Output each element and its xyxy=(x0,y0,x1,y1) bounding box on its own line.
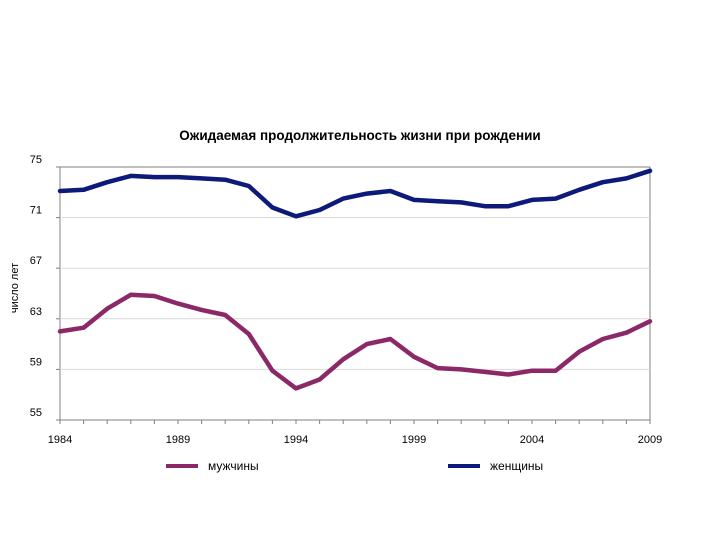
x-tick-label: 2004 xyxy=(520,434,544,446)
legend-label-men: мужчины xyxy=(208,459,259,473)
x-tick-label: 1989 xyxy=(166,434,190,446)
legend-swatch-men xyxy=(166,464,198,468)
y-tick-label: 55 xyxy=(30,407,42,419)
chart-title: Ожидаемая продолжительность жизни при ро… xyxy=(179,128,541,143)
plot-area xyxy=(59,166,651,421)
x-tick-label: 2009 xyxy=(638,434,662,446)
y-tick-label: 63 xyxy=(30,306,42,318)
y-tick-label: 67 xyxy=(30,255,42,267)
legend-item-women: женщины xyxy=(448,459,543,473)
series-line-women xyxy=(57,168,653,219)
x-tick-label: 1999 xyxy=(402,434,426,446)
series-line-men xyxy=(57,292,653,391)
x-tick-label: 1984 xyxy=(48,434,72,446)
y-tick-label: 75 xyxy=(30,154,42,166)
legend-label-women: женщины xyxy=(490,459,544,473)
legend-swatch-women xyxy=(448,464,480,468)
x-tick-label: 1994 xyxy=(284,434,308,446)
y-tick-label: 59 xyxy=(30,356,42,368)
y-tick-label: 71 xyxy=(30,205,42,217)
legend-item-men: мужчины xyxy=(166,459,259,473)
